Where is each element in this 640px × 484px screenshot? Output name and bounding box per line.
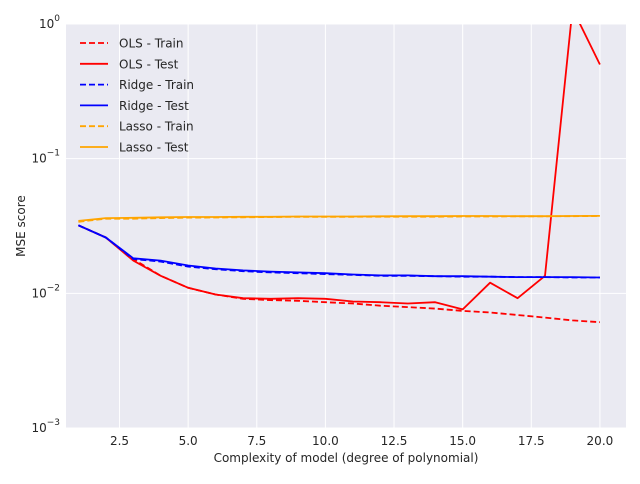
legend-label-ridge-train: Ridge - Train xyxy=(119,78,194,92)
x-tick-label: 7.5 xyxy=(247,434,266,448)
x-tick-label: 20.0 xyxy=(587,434,614,448)
plot-background xyxy=(66,24,626,428)
y-tick-label: 100 xyxy=(39,14,60,31)
y-tick-label: 10−3 xyxy=(31,418,60,435)
grid xyxy=(66,23,626,429)
x-tick-label: 12.5 xyxy=(381,434,408,448)
legend-label-ols-train: OLS - Train xyxy=(119,37,184,51)
x-tick-label: 17.5 xyxy=(518,434,545,448)
legend-label-lasso-train: Lasso - Train xyxy=(119,120,194,134)
x-tick-label: 10.0 xyxy=(312,434,339,448)
x-ticks: 2.5 5.0 7.5 10.0 12.5 15.0 17.5 20.0 xyxy=(110,434,613,448)
y-tick-label: 10−2 xyxy=(31,283,60,300)
x-tick-label: 5.0 xyxy=(179,434,198,448)
legend-label-lasso-test: Lasso - Test xyxy=(119,141,189,155)
legend-label-ols-test: OLS - Test xyxy=(119,57,179,71)
series-line-ridge-test xyxy=(78,224,600,279)
series-line-ols-test xyxy=(78,24,601,311)
y-tick-label: 10−1 xyxy=(31,149,60,166)
x-tick-label: 15.0 xyxy=(449,434,476,448)
legend: OLS - Train OLS - Test Ridge - Train Ridge … xyxy=(80,37,194,155)
x-axis-label: Complexity of model (degree of polynomia… xyxy=(214,451,479,465)
series-line-lasso-test xyxy=(78,214,600,222)
legend-label-ridge-test: Ridge - Test xyxy=(119,99,189,113)
x-tick-label: 2.5 xyxy=(110,434,129,448)
y-ticks: 10−3 10−2 10−1 100 xyxy=(31,14,60,435)
y-axis-label: MSE score xyxy=(14,195,28,257)
series xyxy=(78,24,601,324)
